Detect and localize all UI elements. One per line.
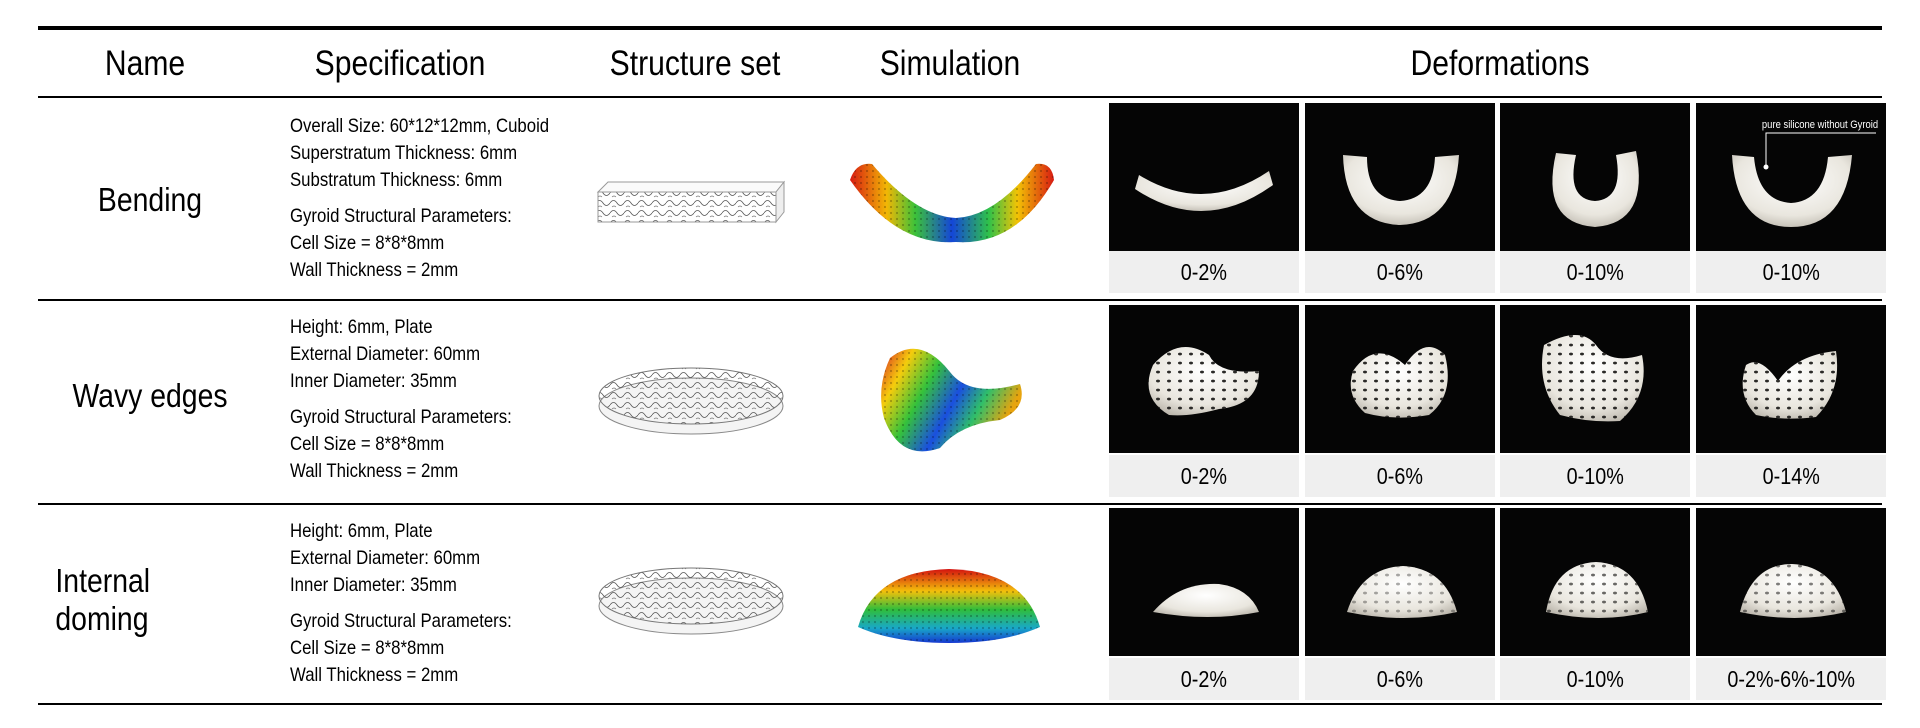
row-name-bending: Bending	[97, 181, 203, 218]
row-spec-internal-doming: Height: 6mm, Plate External Diameter: 60…	[290, 518, 548, 689]
deformation-photo-bending-2	[1305, 103, 1495, 251]
deformation-label: 0-10%	[1500, 658, 1690, 700]
row-name-internal-doming: Internal doming	[55, 562, 151, 637]
deformation-label: 0-2%-6%-10%	[1696, 658, 1886, 700]
spec-line: Overall Size: 60*12*12mm, Cuboid	[290, 115, 550, 137]
row-spec-bending: Overall Size: 60*12*12mm, Cuboid Superst…	[290, 113, 550, 284]
structure-disc-image-doming	[598, 567, 784, 635]
deformation-label: 0-14%	[1696, 455, 1886, 497]
simulation-bending-image	[850, 163, 1054, 243]
deformation-label: 0-10%	[1500, 455, 1690, 497]
header-specification: Specification	[314, 44, 486, 83]
deformation-photo-wavy-3	[1500, 305, 1690, 453]
deformation-photo-doming-3	[1500, 508, 1690, 656]
deformation-photo-doming-1	[1109, 508, 1299, 656]
spec-line: External Diameter: 60mm	[290, 547, 481, 569]
row-divider-2	[38, 503, 1882, 505]
deformation-label: 0-2%	[1109, 455, 1299, 497]
spec-line: Wall Thickness = 2mm	[290, 259, 459, 281]
simulation-wavy-edges-image	[881, 348, 1022, 452]
row-spec-wavy-edges: Height: 6mm, Plate External Diameter: 60…	[290, 314, 548, 485]
deformation-photo-wavy-2	[1305, 305, 1495, 453]
deformation-photo-wavy-1	[1109, 305, 1299, 453]
spec-line: Height: 6mm, Plate	[290, 520, 433, 542]
deformation-photo-doming-4	[1696, 508, 1886, 656]
spec-line: Cell Size = 8*8*8mm	[290, 637, 445, 659]
spec-line: Superstratum Thickness: 6mm	[290, 142, 518, 164]
spec-line: Substratum Thickness: 6mm	[290, 169, 503, 191]
deformation-label: 0-6%	[1305, 658, 1495, 700]
annotation-pure-silicone: pure silicone without Gyroid	[1761, 119, 1878, 131]
spec-line: Cell Size = 8*8*8mm	[290, 433, 445, 455]
deformation-photo-doming-2	[1305, 508, 1495, 656]
structure-cuboid-image	[596, 180, 786, 224]
structure-disc-image-wavy	[598, 367, 784, 435]
spec-line: Inner Diameter: 35mm	[290, 370, 457, 392]
deformation-label: 0-10%	[1500, 251, 1690, 293]
header-simulation: Simulation	[879, 44, 1021, 83]
spec-line: Height: 6mm, Plate	[290, 316, 433, 338]
deformation-photo-wavy-4	[1696, 305, 1886, 453]
spec-line: Wall Thickness = 2mm	[290, 664, 459, 686]
row-name-wavy-edges: Wavy edges	[72, 377, 228, 414]
deformation-photo-bending-1	[1109, 103, 1299, 251]
spec-line: External Diameter: 60mm	[290, 343, 481, 365]
row-divider-1	[38, 299, 1882, 301]
header-rule	[38, 96, 1882, 98]
table-top-rule	[38, 26, 1882, 30]
deformation-label: 0-6%	[1305, 251, 1495, 293]
deformation-label: 0-2%	[1109, 251, 1299, 293]
deformation-label: 0-10%	[1696, 251, 1886, 293]
header-deformations: Deformations	[1410, 44, 1590, 83]
spec-line: Wall Thickness = 2mm	[290, 460, 459, 482]
spec-line: Cell Size = 8*8*8mm	[290, 232, 445, 254]
deformation-label: 0-6%	[1305, 455, 1495, 497]
spec-line: Gyroid Structural Parameters:	[290, 406, 512, 428]
spec-line: Inner Diameter: 35mm	[290, 574, 457, 596]
header-name: Name	[104, 44, 186, 83]
deformation-label: 0-2%	[1109, 658, 1299, 700]
table-bottom-rule	[38, 703, 1882, 705]
spec-line: Gyroid Structural Parameters:	[290, 610, 512, 632]
spec-line: Gyroid Structural Parameters:	[290, 205, 512, 227]
deformation-photo-bending-3	[1500, 103, 1690, 251]
header-structure-set: Structure set	[609, 44, 781, 83]
deformation-photo-bending-4: pure silicone without Gyroid	[1696, 103, 1886, 251]
simulation-internal-doming-image	[858, 569, 1040, 643]
